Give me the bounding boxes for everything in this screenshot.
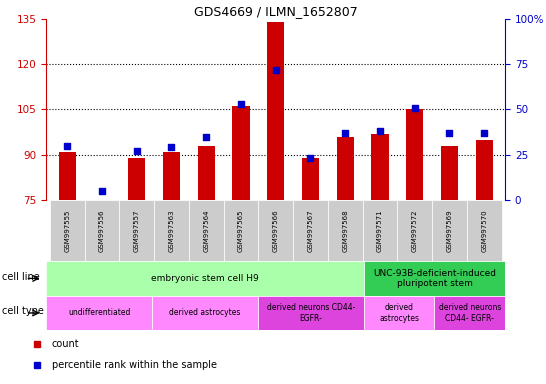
Bar bbox=[406, 109, 423, 200]
Bar bbox=[50, 200, 85, 261]
Bar bbox=[258, 200, 293, 261]
Bar bbox=[293, 200, 328, 261]
Bar bbox=[476, 139, 493, 200]
Point bbox=[271, 67, 280, 73]
Text: GSM997572: GSM997572 bbox=[412, 209, 418, 252]
Point bbox=[445, 130, 454, 136]
Bar bbox=[441, 146, 458, 200]
Text: GSM997567: GSM997567 bbox=[307, 209, 313, 252]
Text: GSM997556: GSM997556 bbox=[99, 209, 105, 252]
Text: embryonic stem cell H9: embryonic stem cell H9 bbox=[151, 274, 259, 283]
Text: GSM997555: GSM997555 bbox=[64, 209, 70, 252]
Bar bbox=[432, 200, 467, 261]
Text: undifferentiated: undifferentiated bbox=[68, 308, 130, 318]
Text: GSM997568: GSM997568 bbox=[342, 209, 348, 252]
Bar bbox=[154, 200, 189, 261]
Bar bbox=[85, 200, 120, 261]
Title: GDS4669 / ILMN_1652807: GDS4669 / ILMN_1652807 bbox=[194, 5, 358, 18]
Text: GSM997557: GSM997557 bbox=[134, 209, 140, 252]
Text: GSM997564: GSM997564 bbox=[203, 209, 209, 252]
Text: UNC-93B-deficient-induced
pluripotent stem: UNC-93B-deficient-induced pluripotent st… bbox=[373, 269, 496, 288]
Point bbox=[167, 144, 176, 151]
Point bbox=[236, 101, 245, 107]
Text: derived astrocytes: derived astrocytes bbox=[169, 308, 241, 318]
Bar bbox=[397, 200, 432, 261]
Text: GSM997566: GSM997566 bbox=[273, 209, 278, 252]
Point bbox=[411, 104, 419, 111]
Text: GSM997569: GSM997569 bbox=[447, 209, 453, 252]
Point bbox=[306, 155, 315, 161]
Text: percentile rank within the sample: percentile rank within the sample bbox=[52, 360, 217, 370]
Text: cell line: cell line bbox=[2, 271, 40, 282]
Text: GSM997563: GSM997563 bbox=[169, 209, 175, 252]
Bar bbox=[232, 106, 250, 200]
Point bbox=[480, 130, 489, 136]
Bar bbox=[128, 157, 145, 200]
Text: derived neurons CD44-
EGFR-: derived neurons CD44- EGFR- bbox=[267, 303, 355, 323]
Bar bbox=[58, 152, 76, 200]
Bar bbox=[467, 200, 502, 261]
Text: derived
astrocytes: derived astrocytes bbox=[379, 303, 419, 323]
Point bbox=[132, 148, 141, 154]
Bar bbox=[198, 146, 215, 200]
Point bbox=[98, 188, 106, 194]
Bar bbox=[224, 200, 258, 261]
Bar bbox=[120, 200, 154, 261]
Text: cell type: cell type bbox=[2, 306, 44, 316]
Bar bbox=[163, 152, 180, 200]
Bar bbox=[328, 200, 363, 261]
Bar bbox=[363, 200, 397, 261]
Text: GSM997571: GSM997571 bbox=[377, 209, 383, 252]
Text: derived neurons
CD44- EGFR-: derived neurons CD44- EGFR- bbox=[438, 303, 501, 323]
Bar bbox=[336, 137, 354, 200]
Text: GSM997570: GSM997570 bbox=[481, 209, 487, 252]
Point bbox=[341, 130, 349, 136]
Bar bbox=[189, 200, 224, 261]
Point bbox=[63, 142, 72, 149]
Point bbox=[376, 128, 384, 134]
Text: GSM997565: GSM997565 bbox=[238, 209, 244, 252]
Bar bbox=[302, 157, 319, 200]
Point bbox=[202, 134, 211, 140]
Bar bbox=[267, 22, 284, 200]
Bar bbox=[371, 134, 389, 200]
Text: count: count bbox=[52, 339, 80, 349]
